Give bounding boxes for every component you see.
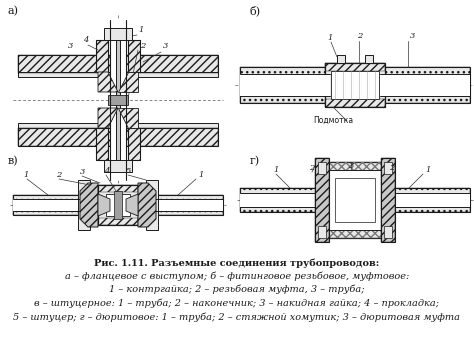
Bar [96,128,108,160]
Bar [325,63,385,107]
Bar [380,67,470,103]
Bar [381,158,395,242]
Polygon shape [138,183,156,227]
Bar [385,193,470,207]
Text: 3: 3 [163,42,168,50]
Bar [13,195,93,215]
Text: 2: 2 [357,32,363,40]
Bar [318,162,326,174]
Bar [143,195,223,215]
Bar [98,218,138,225]
Bar [13,199,93,211]
Polygon shape [118,108,138,128]
Bar [240,193,325,207]
Polygon shape [98,108,118,128]
Text: 3: 3 [80,168,85,176]
Text: 5 – штуцер; г – дюритовое: 1 – труба; 2 – стяжной хомутик; 3 – дюритовая муфта: 5 – штуцер; г – дюритовое: 1 – труба; 2 … [13,312,461,321]
Text: 3: 3 [410,32,415,40]
Text: 3: 3 [349,162,355,170]
Bar [240,67,330,103]
Text: г): г) [250,156,260,166]
Bar [143,199,223,211]
Bar [240,67,330,103]
Bar [315,158,329,242]
Bar [327,170,383,230]
Bar [143,195,223,215]
Bar [365,55,373,63]
Bar [18,72,218,77]
Bar [116,35,120,165]
Text: 1: 1 [198,171,203,179]
Bar [98,185,138,225]
Text: 2: 2 [309,164,314,172]
Bar [108,95,128,105]
Bar [385,188,470,212]
Text: 4: 4 [83,36,88,44]
Bar [380,67,470,103]
Text: а – фланцевое с выступом; б – фитинговое резьбовое, муфтовое:: а – фланцевое с выступом; б – фитинговое… [65,272,409,281]
Bar [114,191,122,219]
Bar [96,40,108,72]
Bar [128,40,140,72]
Bar [240,188,325,212]
Bar [381,158,395,242]
Text: 3: 3 [68,42,73,50]
Bar [325,63,385,71]
Text: б): б) [250,5,261,16]
Bar [13,195,93,215]
Polygon shape [118,72,138,92]
Bar [18,128,218,146]
Bar [96,40,108,72]
Bar [128,40,140,72]
Bar [146,180,158,230]
Bar [18,55,218,73]
Bar [240,74,330,96]
Bar [104,160,132,172]
Bar [106,194,130,216]
Bar [380,74,470,96]
Polygon shape [98,72,118,92]
Bar [337,55,345,63]
Bar [18,55,218,73]
Bar [98,185,138,192]
Bar [320,162,390,238]
Text: 1: 1 [425,166,430,174]
Polygon shape [126,194,138,216]
Bar [335,178,375,222]
Text: 4: 4 [104,167,109,175]
Bar [385,188,470,212]
Text: в – штуцерное: 1 – труба; 2 – наконечник; 3 – накидная гайка; 4 – прокладка;: в – штуцерное: 1 – труба; 2 – наконечник… [35,298,439,308]
Text: 2: 2 [140,42,146,50]
Bar [240,188,325,212]
Bar [384,226,392,238]
Text: а): а) [8,6,19,16]
Bar [18,128,218,146]
Text: 1: 1 [327,34,332,42]
Text: 1 – контргайка; 2 – резьбовая муфта, 3 – труба;: 1 – контргайка; 2 – резьбовая муфта, 3 –… [109,285,365,295]
Bar [320,162,390,238]
Text: 1: 1 [138,26,143,34]
Text: в): в) [8,156,18,166]
Bar [315,158,329,242]
Text: 1: 1 [273,166,278,174]
Polygon shape [98,194,110,216]
Text: 2: 2 [56,171,61,179]
Text: 5: 5 [126,167,131,175]
Bar [96,128,108,160]
Bar [78,180,90,230]
Text: 2: 2 [389,164,394,172]
Text: 1: 1 [23,171,28,179]
Bar [325,99,385,107]
Text: Подмотка: Подмотка [313,116,353,125]
Bar [318,226,326,238]
Bar [384,162,392,174]
Polygon shape [80,183,98,227]
Bar [110,20,126,180]
Text: Рис. 1.11. Разъемные соединения трубопроводов:: Рис. 1.11. Разъемные соединения трубопро… [94,258,380,268]
Bar [128,128,140,160]
Bar [104,28,132,40]
Bar [128,128,140,160]
Bar [18,123,218,128]
Bar [331,71,379,99]
